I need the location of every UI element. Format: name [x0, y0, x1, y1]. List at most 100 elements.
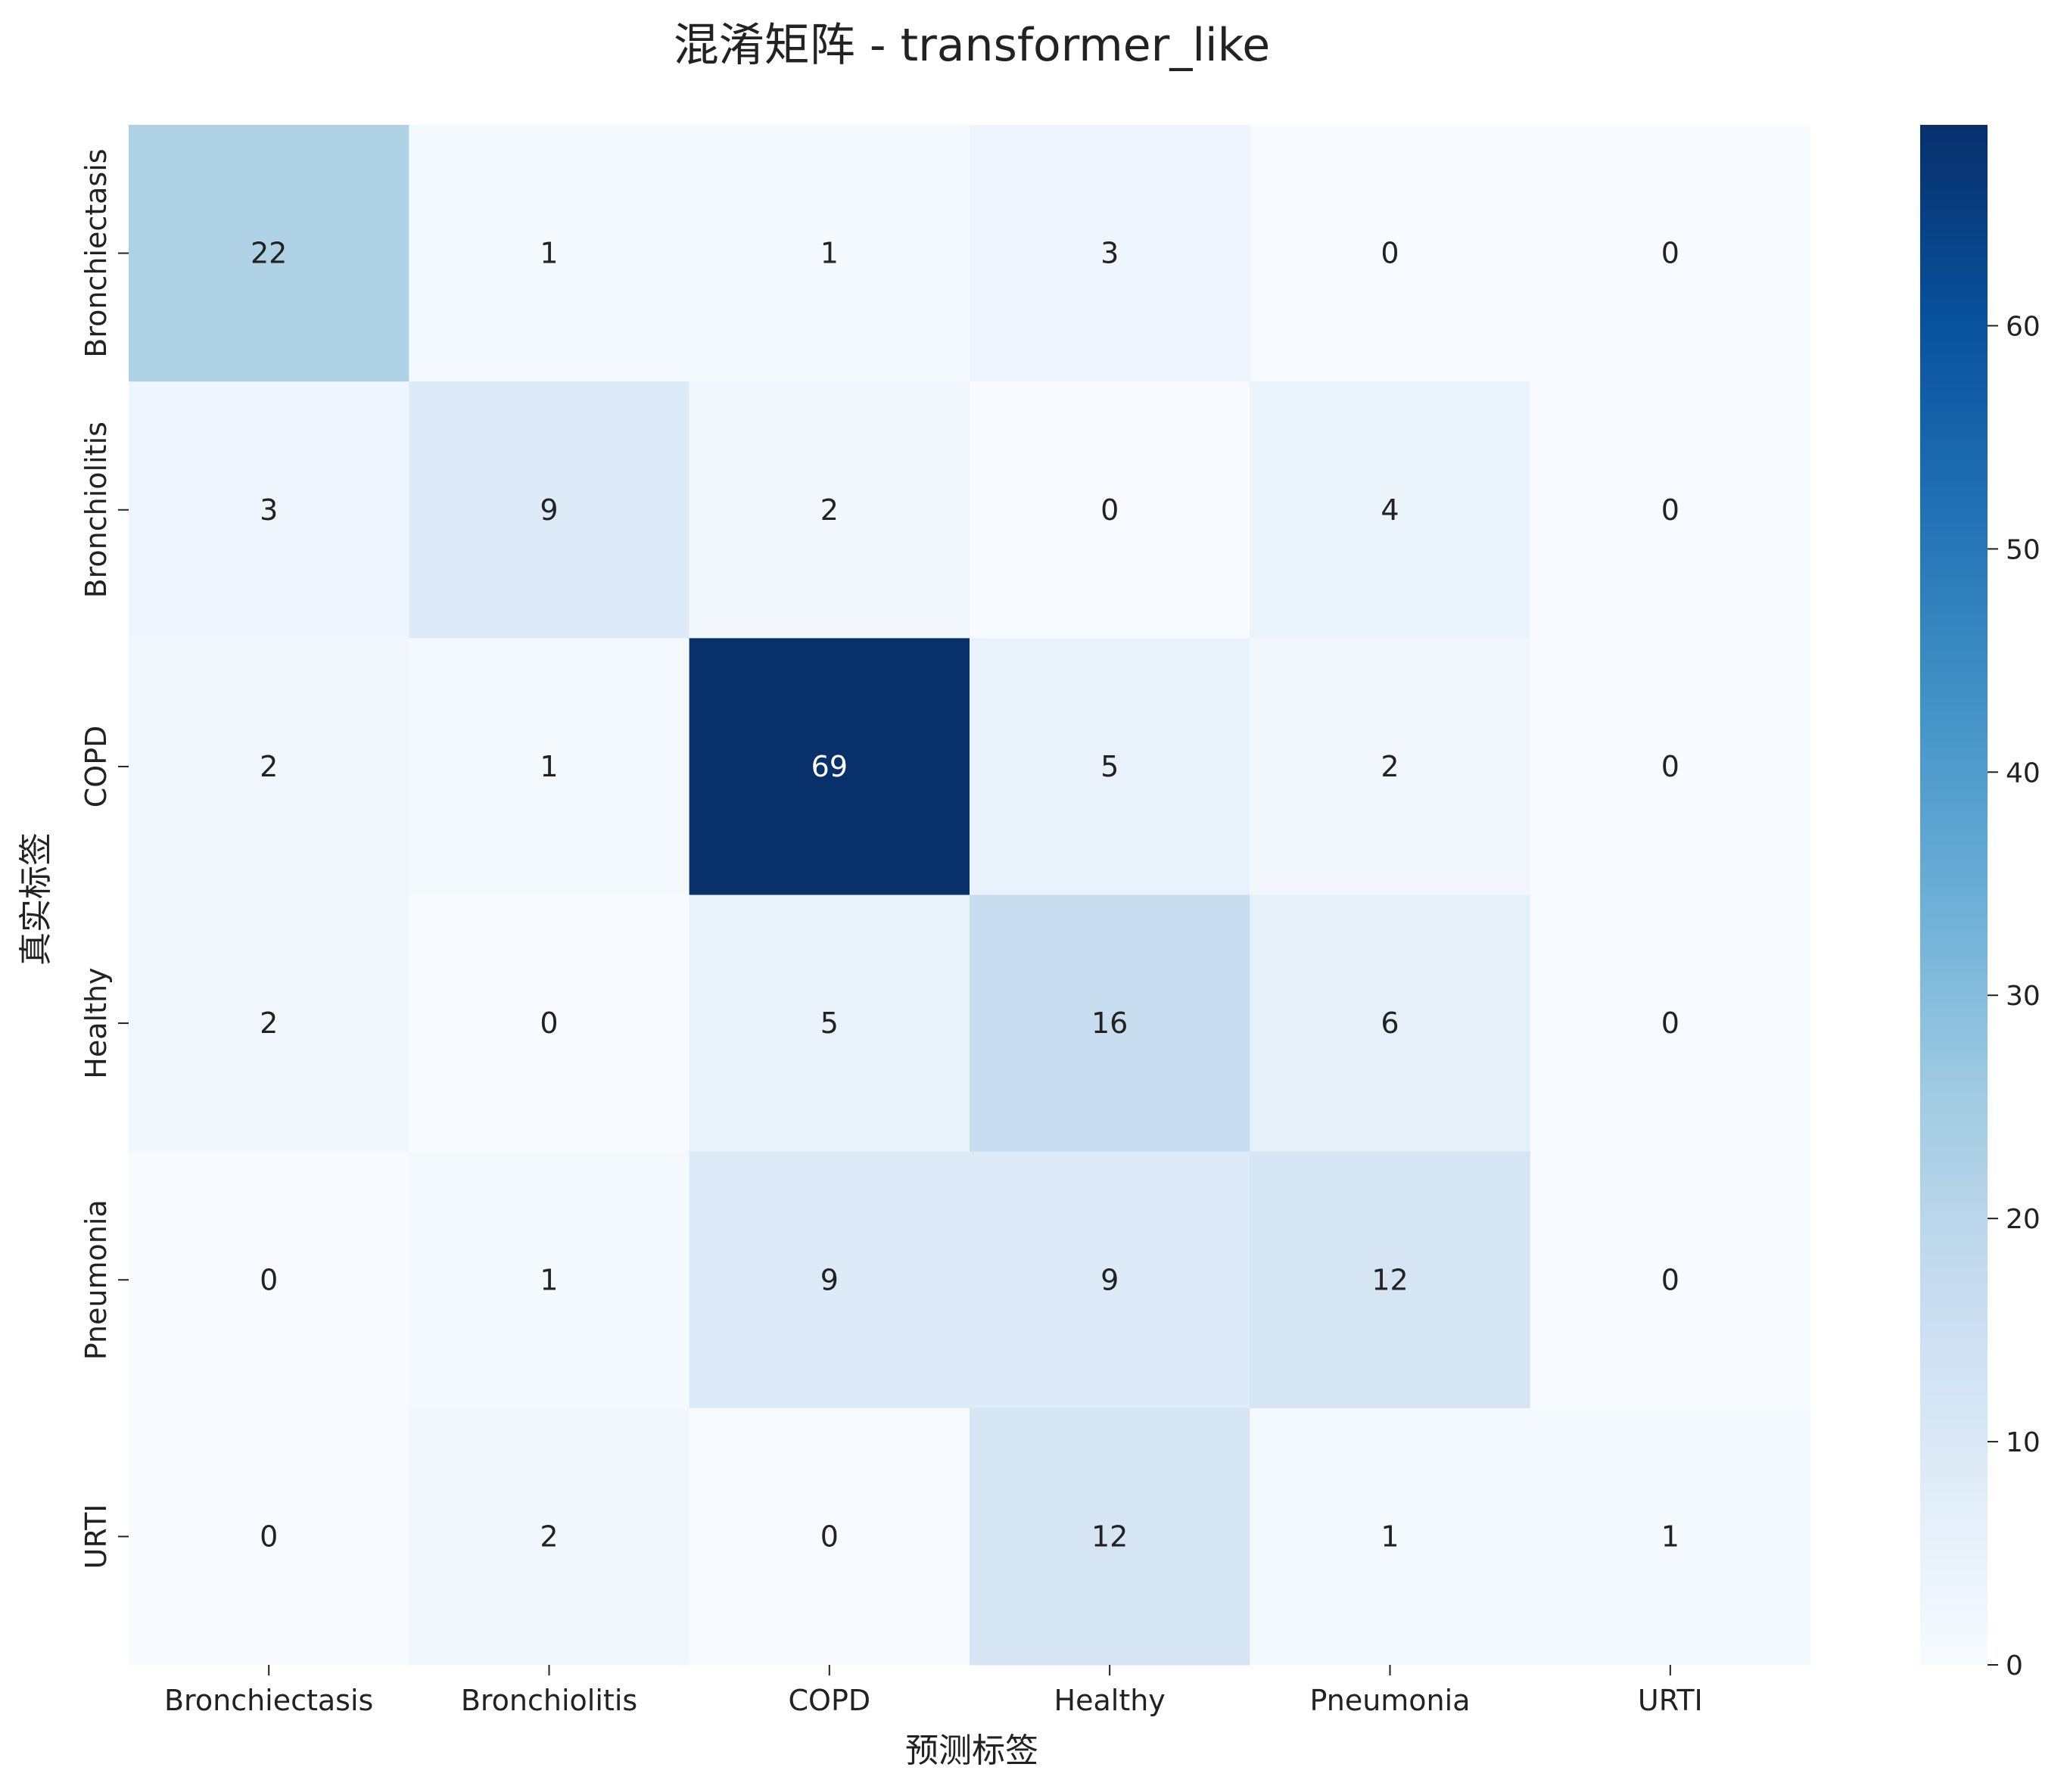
cell-value-label: 69 [811, 750, 848, 783]
heatmap-cell [409, 125, 690, 382]
cell-value-label: 9 [1100, 1263, 1119, 1296]
x-tick-label: Pneumonia [1310, 1684, 1471, 1717]
cell-value-label: 6 [1381, 1006, 1399, 1040]
heatmap-cell [409, 1151, 690, 1409]
heatmap-cell [970, 894, 1250, 1153]
x-tick-label: Bronchiectasis [164, 1684, 373, 1717]
cell-value-label: 0 [260, 1263, 278, 1296]
cell-value-label: 1 [820, 237, 839, 270]
cell-value-label: 2 [1381, 750, 1399, 783]
heatmap-cell [970, 1151, 1250, 1409]
colorbar-gradient [1920, 125, 1988, 1665]
heatmap-cell [1530, 125, 1811, 382]
y-axis-ticks: Bronchiectasis Bronchiolitis COPD Healthy Pn… [79, 148, 129, 1569]
cell-value-label: 0 [1661, 493, 1679, 527]
cell-value-label: 0 [260, 1520, 278, 1553]
heatmap-cell [970, 381, 1250, 639]
heatmap-cell [1250, 638, 1531, 895]
cell-value-label: 2 [260, 750, 278, 783]
colorbar-tick-label: 30 [2006, 981, 2041, 1012]
heatmap-cell [1250, 381, 1531, 639]
heatmap-cell [409, 638, 690, 895]
heatmap-cell [1530, 1408, 1811, 1666]
cell-value-label: 2 [260, 1006, 278, 1040]
cell-value-label: 9 [540, 493, 558, 527]
x-tick-label: Bronchiolitis [461, 1684, 637, 1717]
cell-value-label: 0 [1661, 237, 1679, 270]
heatmap-cell [1530, 1151, 1811, 1409]
cell-value-label: 12 [1091, 1520, 1128, 1553]
cell-value-label: 5 [820, 1006, 839, 1040]
cell-value-label: 3 [260, 493, 278, 527]
heatmap-cell [1530, 638, 1811, 895]
chart-title: 混淆矩阵 - transformer_like [674, 19, 1270, 72]
cell-value-label: 1 [1661, 1520, 1679, 1553]
heatmap-cell [970, 638, 1250, 895]
heatmap-cell [1250, 894, 1531, 1153]
y-axis-label: 真实标签 [17, 832, 55, 966]
heatmap-cell [409, 1408, 690, 1666]
colorbar-tick-label: 50 [2006, 534, 2041, 565]
heatmap-cell [409, 894, 690, 1153]
y-tick-label: Bronchiolitis [79, 422, 113, 598]
heatmap-cell [129, 894, 409, 1153]
heatmap-cell [1250, 1408, 1531, 1666]
cell-value-label: 0 [1100, 493, 1119, 527]
cell-value-label: 0 [1661, 1263, 1679, 1296]
colorbar-tick-label: 20 [2006, 1204, 2041, 1235]
heatmap-cell [129, 1151, 409, 1409]
heatmap-cell [689, 1151, 970, 1409]
cell-value-label: 0 [820, 1520, 839, 1553]
heatmap-cell [1530, 894, 1811, 1153]
cell-value-label: 22 [251, 237, 287, 270]
heatmap-cell [1530, 381, 1811, 639]
cell-value-label: 0 [1661, 750, 1679, 783]
x-tick-label: URTI [1638, 1684, 1703, 1717]
y-tick-label: Bronchiectasis [79, 148, 113, 357]
x-axis-label: 预测标签 [905, 1731, 1038, 1770]
heatmap-cell [1250, 125, 1531, 382]
x-tick-label: Healthy [1054, 1684, 1166, 1717]
y-tick-label: Pneumonia [79, 1199, 113, 1360]
cell-value-label: 1 [540, 1263, 558, 1296]
x-tick-label: COPD [789, 1684, 871, 1717]
cell-value-label: 2 [820, 493, 839, 527]
cell-value-label: 9 [820, 1263, 839, 1296]
cell-value-label: 1 [540, 750, 558, 783]
heatmap-cell [689, 638, 970, 895]
heatmap-cell [689, 125, 970, 382]
colorbar-tick-label: 60 [2006, 311, 2041, 342]
cell-value-label: 3 [1100, 237, 1119, 270]
heatmap-cell [129, 125, 409, 382]
colorbar: 0 10 20 30 40 50 60 [1920, 125, 2041, 1682]
heatmap-cell [689, 894, 970, 1153]
x-axis-ticks: Bronchiectasis Bronchiolitis COPD Healthy Pn… [164, 1665, 1703, 1717]
y-tick-label: COPD [79, 726, 113, 808]
heatmap-cell [129, 381, 409, 639]
y-tick-label: URTI [79, 1504, 113, 1569]
cell-value-label: 4 [1381, 493, 1399, 527]
heatmap-cell [689, 1408, 970, 1666]
colorbar-ticks: 0 10 20 30 40 50 60 [1988, 311, 2041, 1682]
cell-value-label: 5 [1100, 750, 1119, 783]
colorbar-tick-label: 40 [2006, 758, 2041, 789]
heatmap-cell [970, 1408, 1250, 1666]
y-tick-label: Healthy [79, 967, 113, 1078]
cell-value-label: 0 [540, 1006, 558, 1040]
colorbar-tick-label: 10 [2006, 1427, 2041, 1458]
colorbar-tick-label: 0 [2006, 1650, 2023, 1682]
cell-value-label: 12 [1371, 1263, 1408, 1296]
heatmap-cell [409, 381, 690, 639]
heatmap-cell [129, 1408, 409, 1666]
cell-value-label: 0 [1381, 237, 1399, 270]
cell-value-label: 16 [1091, 1006, 1128, 1040]
heatmap-cell [129, 638, 409, 895]
heatmap-cell [689, 381, 970, 639]
cell-value-label: 1 [540, 237, 558, 270]
heatmap-cell [1250, 1151, 1531, 1409]
cell-value-label: 2 [540, 1520, 558, 1553]
heatmap-cells: 22 1 1 3 0 0 3 9 2 0 4 0 2 1 69 5 2 0 2 0 5 16 6 0 0 1 9 9 12 0 0 2 0 12 1… [129, 125, 1811, 1666]
heatmap-cell [970, 125, 1250, 382]
cell-value-label: 1 [1381, 1520, 1399, 1553]
